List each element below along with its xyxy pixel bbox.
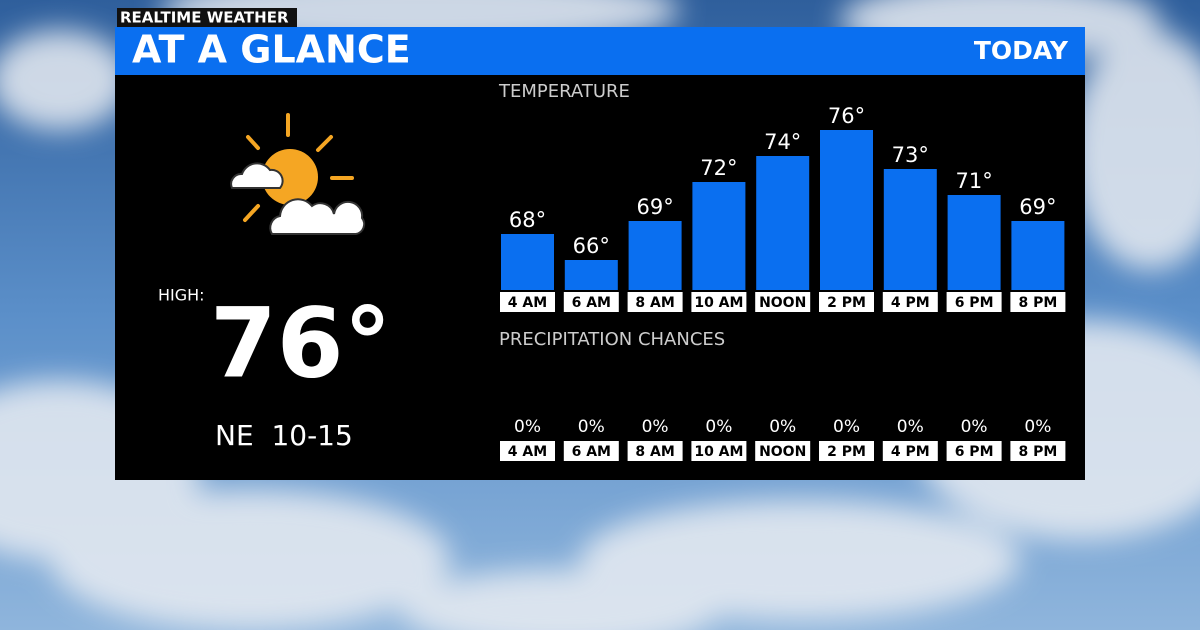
weather-icon: [230, 113, 366, 235]
bar: [628, 221, 682, 290]
value-label: 0%: [961, 417, 988, 437]
value-label: 66°: [573, 234, 610, 258]
category-box: [946, 292, 1002, 312]
category-box: [819, 441, 874, 461]
chart-title: TEMPERATURE: [498, 81, 630, 102]
bar: [756, 156, 810, 290]
category-box: [755, 292, 811, 312]
value-label: 76°: [828, 104, 865, 128]
brand: REALTIME WEATHER: [120, 9, 289, 27]
bar: [501, 234, 554, 290]
brand-box: [117, 8, 297, 27]
value-label: 0%: [578, 417, 605, 437]
category-label: 2 PM: [827, 444, 866, 460]
category-box: [819, 292, 874, 312]
category-label: 8 AM: [635, 444, 674, 460]
category-box: [691, 292, 747, 312]
value-label: 0%: [1024, 417, 1051, 437]
category-label: 4 AM: [508, 295, 547, 311]
category-label: NOON: [759, 444, 806, 460]
category-label: 2 PM: [827, 295, 866, 311]
value-label: 0%: [642, 417, 669, 437]
category-box: [500, 292, 555, 312]
bar: [692, 182, 746, 290]
bar: [564, 260, 618, 290]
category-box: [946, 441, 1002, 461]
category-box: [500, 441, 555, 461]
category-label: 4 PM: [891, 295, 930, 311]
bar: [947, 195, 1001, 290]
period: TODAY: [974, 36, 1069, 65]
category-label: NOON: [759, 295, 806, 311]
category-label: 10 AM: [694, 444, 743, 460]
value-label: 0%: [705, 417, 732, 437]
bar: [883, 169, 937, 290]
high-temp: 76°: [210, 287, 392, 399]
value-label: 71°: [955, 169, 992, 193]
category-box: [627, 292, 683, 312]
value-label: 0%: [833, 417, 860, 437]
value-label: 74°: [764, 130, 801, 154]
category-label: 4 AM: [508, 444, 547, 460]
title: AT A GLANCE: [132, 28, 411, 72]
value-label: 72°: [700, 156, 737, 180]
value-label: 73°: [892, 143, 929, 167]
category-label: 8 PM: [1018, 444, 1057, 460]
category-label: 8 PM: [1018, 295, 1057, 311]
value-label: 69°: [1019, 195, 1056, 219]
category-box: [1010, 441, 1066, 461]
category-label: 6 AM: [572, 295, 611, 311]
category-box: [627, 441, 683, 461]
bar: [820, 130, 873, 290]
value-label: 68°: [509, 208, 546, 232]
high-label: HIGH:: [158, 286, 205, 305]
value-label: 69°: [636, 195, 673, 219]
category-box: [1010, 292, 1066, 312]
bar: [1011, 221, 1065, 290]
category-box: [563, 441, 619, 461]
category-label: 6 AM: [572, 444, 611, 460]
wind: NE 10-15: [215, 419, 353, 452]
category-box: [563, 292, 619, 312]
category-label: 6 PM: [955, 295, 994, 311]
category-box: [882, 292, 938, 312]
category-label: 10 AM: [694, 295, 743, 311]
category-label: 6 PM: [955, 444, 994, 460]
category-label: 4 PM: [891, 444, 930, 460]
value-label: 0%: [514, 417, 541, 437]
category-box: [882, 441, 938, 461]
category-box: [691, 441, 747, 461]
category-label: 8 AM: [635, 295, 674, 311]
chart-title: PRECIPITATION CHANCES: [499, 329, 725, 350]
header-bar: [115, 27, 1085, 75]
value-label: 0%: [769, 417, 796, 437]
value-label: 0%: [897, 417, 924, 437]
category-box: [755, 441, 811, 461]
